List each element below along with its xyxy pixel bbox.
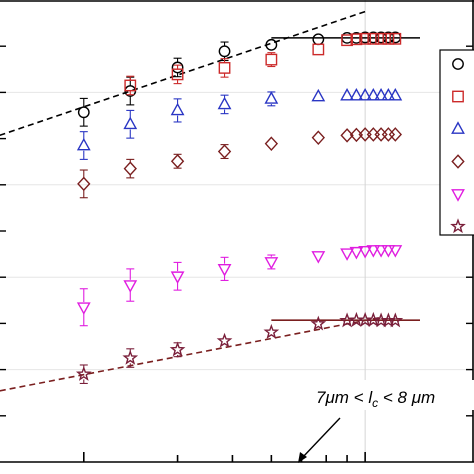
point-2-11 [381, 87, 396, 101]
legend-marker-1 [452, 90, 464, 103]
annotation-arrow [301, 417, 341, 459]
legend-marker-0 [452, 58, 464, 70]
series-4 [76, 245, 403, 327]
point-2-1 [123, 116, 138, 130]
legend [439, 49, 474, 236]
point-1-10 [382, 32, 395, 45]
point-2-7 [349, 87, 364, 101]
point-5-0 [75, 365, 92, 381]
fit-line-0 [0, 10, 366, 137]
point-0-3 [218, 45, 231, 58]
data-marks [75, 31, 404, 385]
point-3-0 [77, 176, 91, 192]
annotation-box [300, 380, 474, 410]
point-1-0 [124, 79, 137, 92]
point-4-11 [381, 245, 396, 258]
point-1-1 [171, 68, 184, 81]
point-5-3 [216, 332, 233, 348]
point-5-1 [122, 349, 139, 365]
series-1 [124, 32, 402, 96]
point-1-4 [312, 43, 325, 56]
point-4-0 [76, 302, 91, 315]
point-5-2 [169, 341, 186, 357]
annotation: 7μm < lc < 8 μm [298, 380, 474, 463]
point-1-7 [359, 32, 372, 45]
legend-marker-3 [451, 154, 465, 169]
point-4-10 [374, 245, 388, 258]
point-1-6 [350, 33, 363, 46]
point-1-2 [218, 62, 231, 74]
point-2-0 [76, 137, 91, 151]
point-2-6 [340, 87, 354, 101]
annotation-text: 7μm < lc < 8 μm [316, 388, 435, 410]
point-4-6 [340, 248, 354, 261]
point-2-8 [358, 87, 373, 101]
point-3-4 [264, 136, 279, 151]
point-1-3 [265, 53, 278, 66]
point-4-5 [311, 251, 326, 264]
legend-marker-5 [450, 218, 466, 234]
point-2-3 [217, 96, 232, 110]
point-2-12 [388, 87, 403, 101]
point-2-10 [374, 87, 388, 101]
point-1-9 [375, 32, 387, 45]
point-4-1 [123, 280, 138, 293]
point-4-4 [264, 257, 279, 270]
series-3 [77, 127, 403, 199]
legend-box [439, 49, 474, 236]
point-1-8 [367, 32, 380, 45]
point-3-1 [123, 161, 137, 176]
point-4-3 [217, 264, 232, 277]
fit-line-1 [0, 316, 382, 392]
point-2-4 [264, 91, 279, 104]
point-0-4 [265, 38, 278, 51]
point-5-12 [387, 312, 404, 328]
point-2-2 [170, 102, 185, 116]
point-3-12 [388, 127, 403, 142]
annotation-arrowhead [298, 452, 307, 463]
point-5-5 [310, 315, 327, 331]
point-4-9 [366, 245, 381, 258]
legend-marker-2 [451, 121, 465, 134]
point-4-8 [358, 246, 373, 259]
point-3-5 [311, 130, 325, 145]
series-5 [75, 311, 404, 385]
point-4-2 [170, 271, 185, 284]
point-1-11 [389, 32, 402, 45]
point-4-12 [388, 245, 403, 258]
legend-markers [450, 58, 466, 234]
point-0-0 [77, 106, 90, 119]
point-3-6 [340, 128, 354, 143]
point-3-2 [170, 153, 185, 169]
series-2 [76, 87, 403, 160]
point-2-5 [311, 88, 326, 102]
point-2-9 [366, 87, 381, 101]
fit-lines [0, 10, 420, 392]
point-3-3 [217, 144, 232, 159]
legend-marker-4 [451, 189, 465, 202]
point-5-4 [263, 323, 280, 339]
point-0-2 [171, 61, 184, 74]
point-1-5 [341, 34, 353, 47]
point-4-7 [349, 246, 364, 260]
